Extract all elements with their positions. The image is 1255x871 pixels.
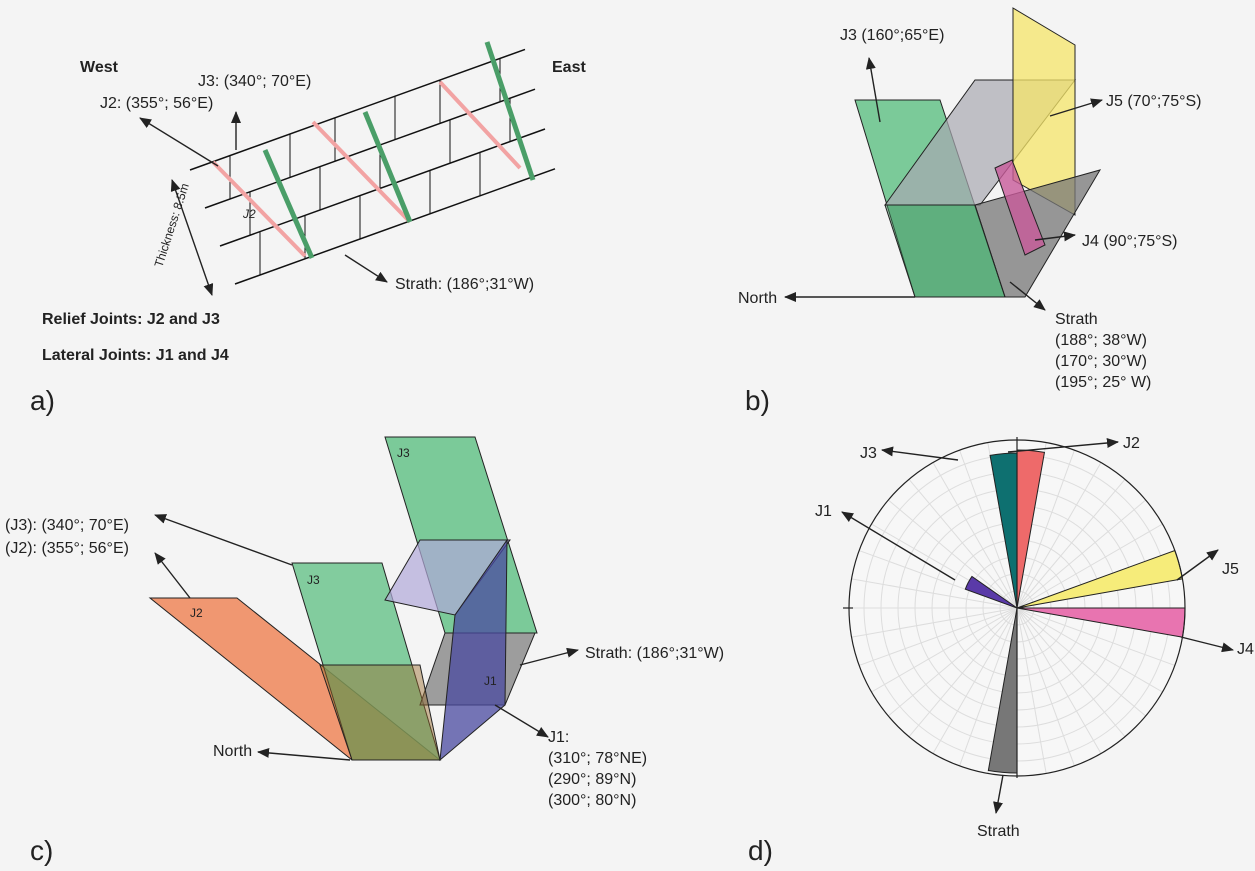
arrow [1181,637,1233,650]
panel-a: West East J2: (355°; 56°E) J3: (340°; 70… [30,42,586,416]
west-label: West [80,59,119,76]
panel-label: a) [30,385,55,416]
j3-label: J3: (340°; 70°E) [198,73,311,90]
strath-label: Strath: (186°;31°W) [585,645,724,662]
j5-label: J5 [1222,561,1239,578]
j5-label: J5 (70°;75°S) [1106,93,1202,110]
j2-label: J2: (355°; 56°E) [100,95,213,112]
arrow [996,775,1003,813]
strath-label: Strath [977,823,1020,840]
lateral-note: Lateral Joints: J1 and J4 [42,347,229,364]
j1-title: J1: [548,729,569,746]
arrow [495,705,548,737]
page: {"panel_a": {"label": "a)", "west": "Wes… [0,0,1255,871]
j3-plane-label: J3 [307,573,320,587]
j3-joint [365,112,410,222]
j3-top-label: J3 [397,446,410,460]
arrow [155,553,190,598]
strath-title: Strath [1055,311,1098,328]
stratum-line [205,89,535,208]
stratum-line [190,49,525,170]
j2-label: J2 [1123,435,1140,452]
j2-note: (J2): (355°; 56°E) [5,540,129,557]
north-label: North [213,743,252,760]
stratum-line [220,129,545,246]
j3-label: J3 [860,445,877,462]
figure: West East J2: (355°; 56°E) J3: (340°; 70… [0,0,1255,871]
east-label: East [552,59,586,76]
panel-label: b) [745,385,770,416]
arrow [520,650,578,665]
j3-label: J3 (160°;65°E) [840,27,944,44]
strath-orientation: (170°; 30°W) [1055,353,1147,370]
panel-c: J3 (J3): (340°; 70°E) (J2): (355°; 56°E)… [5,437,724,866]
j4-label: J4 (90°;75°S) [1082,233,1178,250]
strath-label: Strath: (186°;31°W) [395,276,534,293]
j4-label: J4 [1237,641,1254,658]
j2-inline: J2 [242,207,256,221]
j2-plane-label: J2 [190,606,203,620]
panel-d: J3 J2 J1 J5 J4 Strath d) [748,435,1254,866]
strath-orientation: (195°; 25° W) [1055,374,1151,391]
arrow [140,118,218,166]
panel-label: d) [748,835,773,866]
relief-note: Relief Joints: J2 and J3 [42,311,220,328]
j3-note: (J3): (340°; 70°E) [5,517,129,534]
north-label: North [738,290,777,307]
strath-orientation: (188°; 38°W) [1055,332,1147,349]
arrow [1177,550,1218,580]
j1-label: J1 [815,503,832,520]
body: West East J2: (355°; 56°E) J3: (340°; 70… [0,0,1255,871]
j1-orientation: (310°; 78°NE) [548,750,647,767]
j1-orientation: (300°; 80°N) [548,792,636,809]
arrow [345,255,387,282]
j1-orientation: (290°; 89°N) [548,771,636,788]
arrow [155,515,292,565]
panel-label: c) [30,835,53,866]
panel-b: J3 (160°;65°E) J5 (70°;75°S) J4 (90°;75°… [738,8,1202,416]
thickness-label: Thickness: 8.5m [152,182,192,269]
north-arrow [258,752,350,760]
j1-plane-label: J1 [484,674,497,688]
